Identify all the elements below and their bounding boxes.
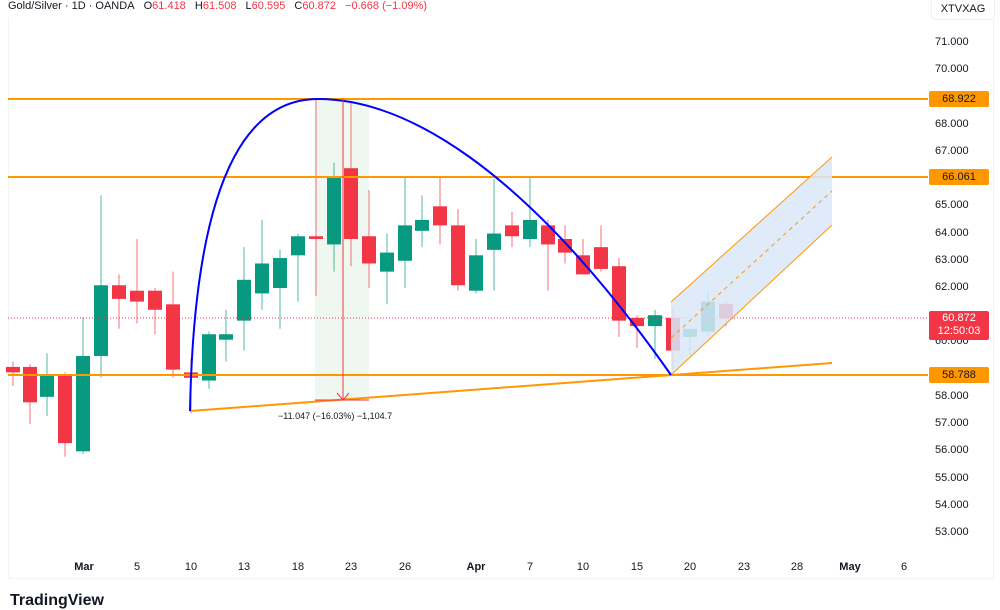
low-label: L xyxy=(245,0,252,12)
candle-body xyxy=(273,258,287,288)
candle-body xyxy=(309,236,323,239)
candle-body xyxy=(541,225,555,245)
y-tick: 54.000 xyxy=(935,498,969,511)
candle-body xyxy=(76,356,90,452)
candle-body xyxy=(344,168,358,239)
close-label: C xyxy=(294,0,303,12)
x-tick: 23 xyxy=(344,561,358,573)
price-tag-66061: 66.061 xyxy=(929,169,989,185)
candle-body xyxy=(202,334,216,381)
candle-body xyxy=(291,236,305,256)
change-value: −0.668 (−1.09%) xyxy=(345,0,428,12)
x-tick: 7 xyxy=(526,561,534,573)
symbol-header: Gold/Silver · 1D · OANDA O61.418 H61.508… xyxy=(8,0,427,14)
x-tick: 28 xyxy=(790,561,804,573)
x-tick: Mar xyxy=(74,561,94,573)
open-value: 61.418 xyxy=(152,0,186,12)
brand-logo: TradingView xyxy=(10,592,104,609)
price-tag-58788: 58.788 xyxy=(929,367,989,383)
candle-body xyxy=(505,225,519,237)
candle-body xyxy=(630,317,644,327)
candle-body xyxy=(94,285,108,357)
y-tick: 71.000 xyxy=(935,36,969,48)
high-value: 61.508 xyxy=(202,0,237,12)
measure-label: −11.047 (−16.03%) −1,104.7 xyxy=(278,411,393,421)
rising-trendline xyxy=(189,362,833,412)
candle-body xyxy=(487,233,501,250)
y-tick: 67.000 xyxy=(935,144,969,157)
candle-body xyxy=(469,255,483,291)
candle-body xyxy=(40,375,54,397)
y-tick: 65.000 xyxy=(935,199,969,212)
measure-region xyxy=(315,99,369,401)
x-tick: 23 xyxy=(737,561,751,573)
candle-body xyxy=(58,375,72,444)
y-tick: 56.000 xyxy=(935,444,969,457)
candle-body xyxy=(648,315,662,327)
x-tick: 13 xyxy=(237,561,251,573)
x-tick: 20 xyxy=(683,561,697,573)
x-tick: 6 xyxy=(900,561,908,573)
x-tick: 15 xyxy=(630,561,644,573)
arc-curve xyxy=(189,97,672,412)
candle-body xyxy=(415,219,429,231)
candle-body xyxy=(327,176,341,245)
candle-body xyxy=(148,290,162,310)
candle-body xyxy=(166,304,180,370)
candles-group xyxy=(6,100,733,457)
close-value: 60.872 xyxy=(302,0,336,12)
x-tick: 26 xyxy=(398,561,412,573)
candle-body xyxy=(594,247,608,269)
candle-body xyxy=(6,366,20,373)
x-tick: 10 xyxy=(184,561,198,573)
channel-fill xyxy=(671,157,832,375)
y-tick: 58.000 xyxy=(935,389,969,402)
x-tick: 10 xyxy=(576,561,590,573)
high-label: H xyxy=(194,0,203,12)
price-tag-68922: 68.922 xyxy=(929,91,989,107)
candle-body xyxy=(112,285,126,299)
y-tick: 55.000 xyxy=(935,471,969,484)
y-tick: 70.000 xyxy=(935,63,969,76)
candle-body xyxy=(23,366,37,403)
chart-frame xyxy=(8,18,994,579)
candle-body xyxy=(380,252,394,272)
y-tick: 57.000 xyxy=(935,417,969,430)
candle-body xyxy=(433,206,447,226)
y-tick: 63.000 xyxy=(935,253,969,266)
y-tick: 53.000 xyxy=(935,525,969,538)
symbol-title: Gold/Silver · 1D · OANDA xyxy=(8,0,135,12)
symbol-badge[interactable]: XTVXAG xyxy=(931,0,995,20)
candle-body xyxy=(612,266,626,321)
low-value: 60.595 xyxy=(251,0,286,12)
x-tick: May xyxy=(839,561,861,573)
channel-lower xyxy=(670,224,833,376)
candle-body xyxy=(130,290,144,302)
candle-body xyxy=(362,236,376,264)
candle-body xyxy=(576,255,590,275)
countdown: 12:50:03 xyxy=(937,325,981,337)
candle-body xyxy=(451,225,465,286)
y-tick: 62.000 xyxy=(935,280,969,293)
candle-body xyxy=(237,279,251,321)
candle-body xyxy=(398,225,412,261)
last-price-value: 60.872 xyxy=(942,312,976,324)
channel-upper xyxy=(670,156,833,303)
candle-body xyxy=(255,263,269,294)
candle-body xyxy=(523,219,537,239)
last-price-tag: 60.872 12:50:03 xyxy=(929,311,989,340)
y-tick: 64.000 xyxy=(935,226,969,239)
open-label: O xyxy=(143,0,153,12)
x-tick: 18 xyxy=(291,561,305,573)
candle-body xyxy=(558,238,572,253)
x-tick: Apr xyxy=(466,561,486,573)
y-tick: 68.000 xyxy=(935,117,969,130)
x-tick: 5 xyxy=(133,561,141,573)
candle-body xyxy=(219,334,233,340)
